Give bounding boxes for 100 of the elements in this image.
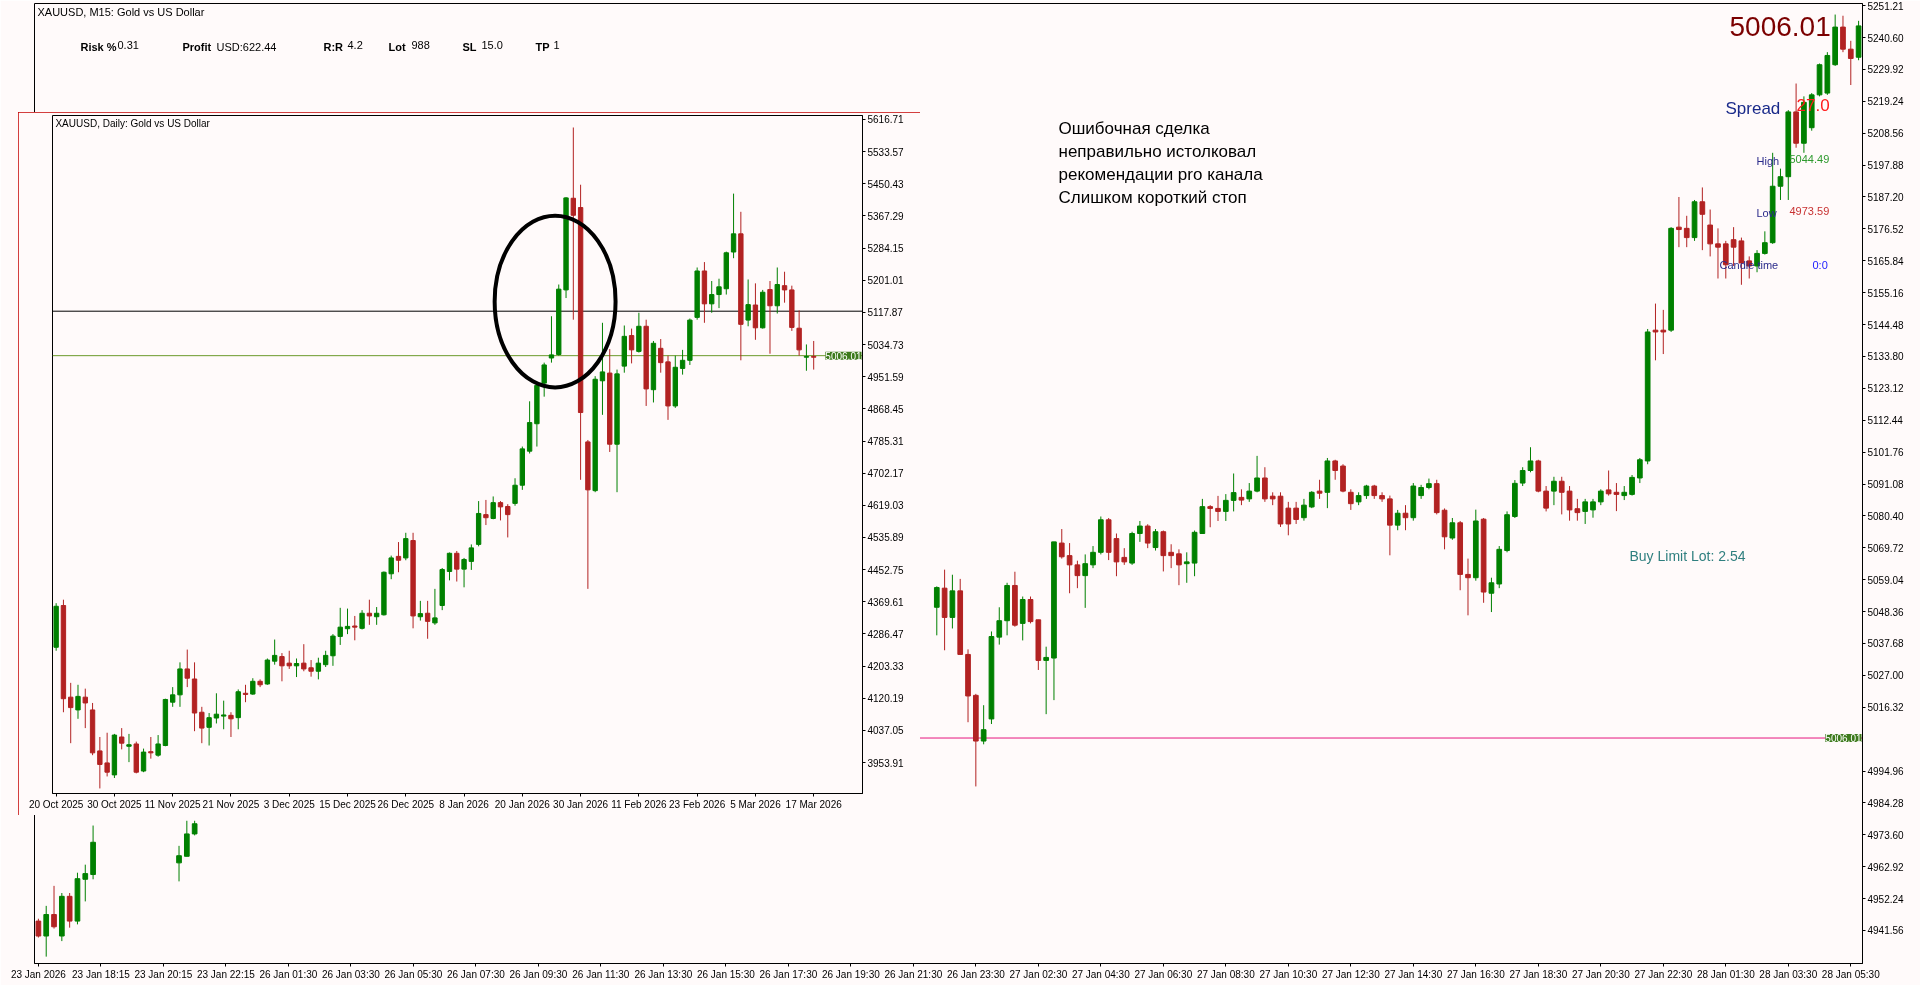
y-tick-label: 5091.08 <box>1867 479 1905 491</box>
y-tick-label: 5069.72 <box>1867 542 1905 554</box>
y-tick-label: 5117.87 <box>867 307 904 319</box>
y-tick-label: 4868.45 <box>867 403 905 415</box>
y-tick-label: 4952.24 <box>1867 893 1905 905</box>
x-tick-label: 26 Jan 01:30 <box>259 968 318 980</box>
x-tick-label: 28 Jan 03:30 <box>1759 968 1818 980</box>
x-tick-label: 27 Jan 02:30 <box>1009 968 1068 980</box>
y-tick-label: 5208.56 <box>1867 128 1905 140</box>
x-tick-label: 20 Oct 2025 <box>28 798 84 810</box>
annotation: Profit <box>182 41 212 54</box>
x-tick-label: 30 Jan 2026 <box>553 798 609 810</box>
x-tick-label: 27 Jan 20:30 <box>1571 968 1631 980</box>
y-tick-label: 5048.36 <box>1867 606 1905 618</box>
y-tick-label: 4785.31 <box>867 436 905 448</box>
x-tick-label: 26 Jan 21:30 <box>884 968 943 980</box>
x-tick-label: 26 Jan 17:30 <box>759 968 818 980</box>
y-tick-label: 4535.89 <box>867 532 905 544</box>
y-tick-label: 4951.59 <box>867 371 905 383</box>
x-tick-label: 28 Jan 05:30 <box>1821 968 1881 980</box>
x-tick-label: 8 Jan 2026 <box>439 798 490 810</box>
x-tick-label: 11 Feb 2026 <box>611 798 668 810</box>
y-tick-label: 4962.92 <box>1867 861 1905 873</box>
annotation: неправильно истолковал <box>1058 142 1257 162</box>
y-tick-label: 4369.61 <box>867 596 905 608</box>
x-tick-label: 5 Mar 2026 <box>730 798 782 810</box>
x-tick-label: 28 Jan 01:30 <box>1696 968 1756 980</box>
y-tick-label: 5187.20 <box>1867 191 1905 203</box>
y-tick-label: 5112.44 <box>1867 415 1904 427</box>
y-tick-label: 5080.40 <box>1867 510 1905 522</box>
x-tick-label: 23 Jan 20:15 <box>134 968 193 980</box>
x-tick-label: 17 Mar 2026 <box>785 798 843 810</box>
x-tick-label: 27 Jan 04:30 <box>1071 968 1131 980</box>
annotation: Spread <box>1725 99 1781 119</box>
x-tick-label: 21 Nov 2025 <box>202 798 260 810</box>
y-tick-label: 5101.76 <box>1867 447 1905 459</box>
x-tick-label: 26 Jan 09:30 <box>509 968 568 980</box>
y-tick-label: 4702.17 <box>867 468 905 480</box>
y-tick-label: 5240.60 <box>1867 32 1905 44</box>
annotation: 0:0 <box>1812 259 1828 272</box>
x-tick-label: 27 Jan 06:30 <box>1134 968 1193 980</box>
y-tick-label: 5450.43 <box>867 178 905 190</box>
x-tick-label: 26 Jan 11:30 <box>572 968 630 980</box>
y-tick-label: 5133.80 <box>1867 351 1905 363</box>
x-tick-label: 30 Oct 2025 <box>87 798 143 810</box>
x-tick-label: 26 Jan 13:30 <box>634 968 693 980</box>
x-tick-label: 26 Jan 19:30 <box>821 968 881 980</box>
annotation: 988 <box>411 39 430 52</box>
x-tick-label: 27 Jan 14:30 <box>1384 968 1443 980</box>
y-tick-label: 5016.32 <box>1867 702 1905 714</box>
x-tick-label: 15 Dec 2025 <box>319 798 377 810</box>
y-tick-label: 5155.16 <box>1867 287 1905 299</box>
annotation: SL <box>462 41 477 54</box>
x-tick-label: 27 Jan 22:30 <box>1634 968 1693 980</box>
x-tick-label: 23 Feb 2026 <box>669 798 726 810</box>
chart-title: XAUUSD, Daily: Gold vs US Dollar <box>55 118 211 130</box>
y-tick-label: 5367.29 <box>867 210 905 222</box>
y-tick-label: 5533.57 <box>867 146 905 158</box>
annotation: 4.2 <box>347 39 363 52</box>
y-tick-label: 5059.04 <box>1867 574 1905 586</box>
y-tick-label: 4037.05 <box>867 725 905 737</box>
annotation: 15.0 <box>481 39 503 52</box>
ref-line-label: 5006.01 <box>825 350 862 362</box>
x-tick-label: 20 Jan 2026 <box>494 798 551 810</box>
y-tick-label: 5219.24 <box>1867 96 1905 108</box>
y-tick-label: 4984.28 <box>1867 797 1905 809</box>
y-tick-label: 5284.15 <box>867 243 905 255</box>
annotation: рекомендации pro канала <box>1058 165 1264 185</box>
x-tick-label: 27 Jan 18:30 <box>1509 968 1568 980</box>
x-tick-label: 26 Jan 03:30 <box>321 968 381 980</box>
y-tick-label: 4286.47 <box>867 628 905 640</box>
x-tick-label: 27 Jan 10:30 <box>1259 968 1318 980</box>
x-tick-label: 23 Jan 22:15 <box>196 968 256 980</box>
ref-line-label: 5006.01 <box>1825 733 1862 745</box>
chart-title: XAUUSD, M15: Gold vs US Dollar <box>37 6 205 19</box>
y-tick-label: 5123.12 <box>1867 383 1905 395</box>
y-tick-label: 5034.73 <box>867 339 905 351</box>
annotation: 0.31 <box>117 39 139 52</box>
annotation: Слишком короткий стоп <box>1058 188 1247 208</box>
x-tick-label: 26 Jan 07:30 <box>446 968 506 980</box>
x-tick-label: 27 Jan 12:30 <box>1321 968 1381 980</box>
y-tick-label: 5165.84 <box>1867 255 1905 267</box>
annotation: R:R <box>323 41 344 54</box>
x-tick-label: 26 Jan 15:30 <box>696 968 756 980</box>
annotation: Lot <box>388 41 406 54</box>
x-tick-label: 23 Jan 2026 <box>10 968 67 980</box>
y-tick-label: 4452.75 <box>867 564 905 576</box>
y-tick-label: 5251.21 <box>1867 0 1905 12</box>
annotation: 1 <box>553 39 560 52</box>
x-tick-label: 23 Jan 18:15 <box>71 968 131 980</box>
y-tick-label: 5176.52 <box>1867 223 1905 235</box>
y-tick-label: 3953.91 <box>867 757 905 769</box>
y-tick-label: 4203.33 <box>867 661 905 673</box>
annotation: TP <box>535 41 550 54</box>
y-tick-label: 5616.71 <box>867 114 905 126</box>
annotation: Risk % <box>80 41 117 54</box>
x-tick-label: 26 Jan 05:30 <box>384 968 443 980</box>
y-tick-label: 4941.56 <box>1867 925 1905 937</box>
y-tick-label: 5229.92 <box>1867 64 1905 76</box>
y-tick-label: 5201.01 <box>867 275 905 287</box>
